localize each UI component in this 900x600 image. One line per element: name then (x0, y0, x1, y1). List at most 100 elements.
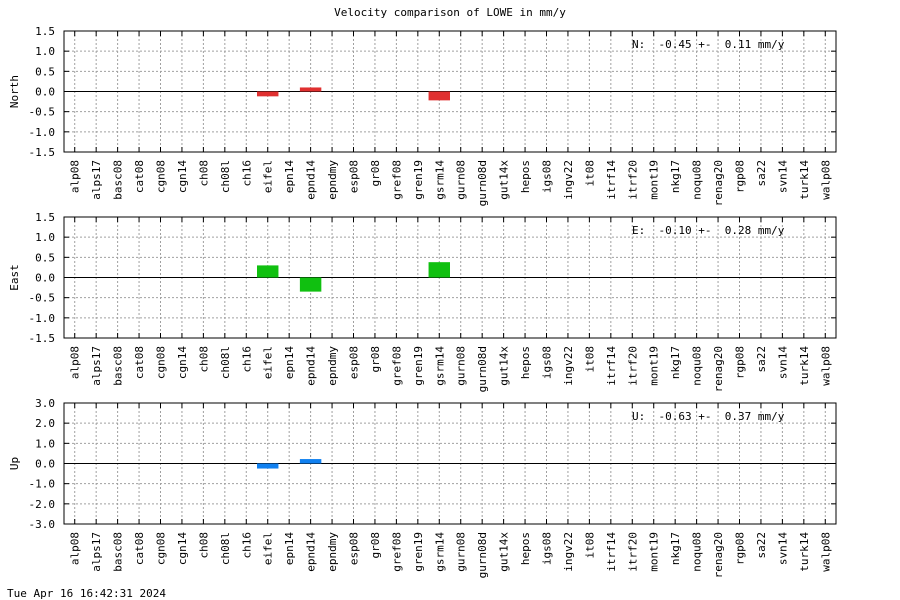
x-tick-label: rgp08 (734, 532, 747, 565)
x-tick-label: igs08 (541, 160, 554, 193)
x-tick-label: ch08l (219, 160, 232, 193)
x-tick-label: itrf20 (626, 160, 639, 200)
x-tick-label: itrf14 (605, 532, 618, 572)
x-tick-label: hepos (519, 160, 532, 193)
x-tick-label: gr08 (369, 160, 382, 187)
x-tick-label: gsrm14 (433, 160, 446, 200)
x-tick-label: gut14x (498, 532, 511, 572)
y-axis-label: East (8, 264, 21, 291)
x-tick-label: basc08 (112, 346, 125, 386)
x-tick-label: ch16 (240, 160, 253, 187)
y-tick-label: 3.0 (35, 397, 55, 410)
x-tick-label: mont19 (648, 532, 661, 572)
x-tick-label: igs08 (541, 532, 554, 565)
x-tick-label: cat08 (133, 160, 146, 193)
bar-epnd14 (299, 459, 322, 464)
panel-north: -1.5 -1.0 -0.5 0.0 0.5 1.0 1.5 alp08 alps17 basc0… (8, 25, 837, 206)
x-tick-label: epndmy (326, 346, 339, 386)
x-tick-label: eifel (262, 532, 275, 565)
x-tick-label: gref08 (390, 346, 403, 386)
x-tick-label: epnd14 (305, 160, 318, 200)
x-tick-label: itrf14 (605, 160, 618, 200)
x-tick-label: gut14x (498, 160, 511, 200)
x-tick-label: cgn14 (176, 160, 189, 193)
x-tick-label: sa22 (755, 346, 768, 373)
x-tick-label: esp08 (348, 346, 361, 379)
y-tick-label: 1.0 (35, 437, 55, 450)
timestamp-footer: Tue Apr 16 16:42:31 2024 (7, 587, 166, 600)
x-tick-label: epnd14 (305, 346, 318, 386)
x-tick-label: epn14 (283, 532, 296, 565)
y-tick-label: -3.0 (29, 518, 56, 531)
x-tick-label: gurn08 (455, 346, 468, 386)
y-tick-label: 0.0 (35, 86, 55, 99)
y-tick-label: -1.0 (29, 478, 56, 491)
x-tick-label: cgn08 (155, 160, 168, 193)
y-tick-label: -2.0 (29, 498, 56, 511)
panel-up: -3.0 -2.0 -1.0 0.0 1.0 2.0 3.0 alp08 alps17 basc0… (8, 397, 837, 578)
x-tick-label: alp08 (69, 532, 82, 565)
y-tick-label: 0.5 (35, 251, 55, 264)
y-tick-label: 2.0 (35, 417, 55, 430)
bar-epnd14 (299, 87, 322, 92)
stats-annotation: E: -0.10 +- 0.28 mm/y (632, 224, 785, 237)
x-tick-label: it08 (583, 160, 596, 187)
y-axis-label: Up (8, 457, 21, 470)
x-tick-label: mont19 (648, 346, 661, 386)
x-tick-label: gren19 (412, 346, 425, 386)
bar-eifel (257, 265, 279, 278)
x-tick-label: ingv22 (562, 532, 575, 572)
x-tick-label: noqu08 (691, 160, 704, 200)
bar-eifel (257, 463, 279, 469)
bar-eifel (257, 91, 279, 97)
x-tick-label: gurn08 (455, 532, 468, 572)
y-tick-label: 0.0 (35, 458, 55, 471)
x-tick-label: it08 (583, 346, 596, 373)
x-tick-label: cat08 (133, 346, 146, 379)
y-tick-label: 0.0 (35, 272, 55, 285)
x-tick-label: gurn08d (476, 532, 489, 578)
x-tick-label: sa22 (755, 532, 768, 559)
y-tick-label: 1.5 (35, 25, 55, 38)
x-tick-label: noqu08 (691, 346, 704, 386)
x-tick-label: mont19 (648, 160, 661, 200)
x-tick-label: walp08 (819, 532, 832, 572)
x-tick-label: epndmy (326, 532, 339, 572)
y-tick-label: -1.5 (29, 146, 56, 159)
x-tick-label: alps17 (90, 346, 103, 386)
x-tick-label: esp08 (348, 532, 361, 565)
y-tick-label: -1.5 (29, 332, 56, 345)
x-tick-label: renag20 (712, 160, 725, 206)
x-tick-label: epn14 (283, 160, 296, 193)
x-tick-label: ch08 (197, 532, 210, 559)
x-tick-label: nkg17 (669, 532, 682, 565)
y-tick-label: 0.5 (35, 65, 55, 78)
x-tick-label: gsrm14 (433, 346, 446, 386)
x-tick-label: cat08 (133, 532, 146, 565)
x-tick-label: walp08 (819, 346, 832, 386)
x-tick-label: esp08 (348, 160, 361, 193)
x-tick-label: gref08 (390, 160, 403, 200)
bar-gsrm14 (428, 262, 450, 278)
x-tick-label: gren19 (412, 160, 425, 200)
x-tick-label: basc08 (112, 160, 125, 200)
x-tick-label: epnd14 (305, 532, 318, 572)
x-tick-label: turk14 (798, 160, 811, 200)
y-tick-label: -0.5 (29, 106, 56, 119)
x-tick-label: epndmy (326, 160, 339, 200)
x-tick-label: cgn14 (176, 346, 189, 379)
x-tick-label: svn14 (776, 346, 789, 379)
panel-east: -1.5 -1.0 -0.5 0.0 0.5 1.0 1.5 alp08 alps17 basc0… (8, 211, 837, 392)
x-tick-label: itrf14 (605, 346, 618, 386)
x-tick-label: walp08 (819, 160, 832, 200)
x-tick-label: itrf20 (626, 346, 639, 386)
x-tick-label: gsrm14 (433, 532, 446, 572)
x-tick-label: alps17 (90, 160, 103, 200)
x-tick-label: gren19 (412, 532, 425, 572)
x-tick-label: ch08 (197, 160, 210, 187)
bar-gsrm14 (428, 91, 450, 101)
x-tick-label: hepos (519, 346, 532, 379)
x-tick-label: eifel (262, 346, 275, 379)
y-axis-label: North (8, 75, 21, 108)
